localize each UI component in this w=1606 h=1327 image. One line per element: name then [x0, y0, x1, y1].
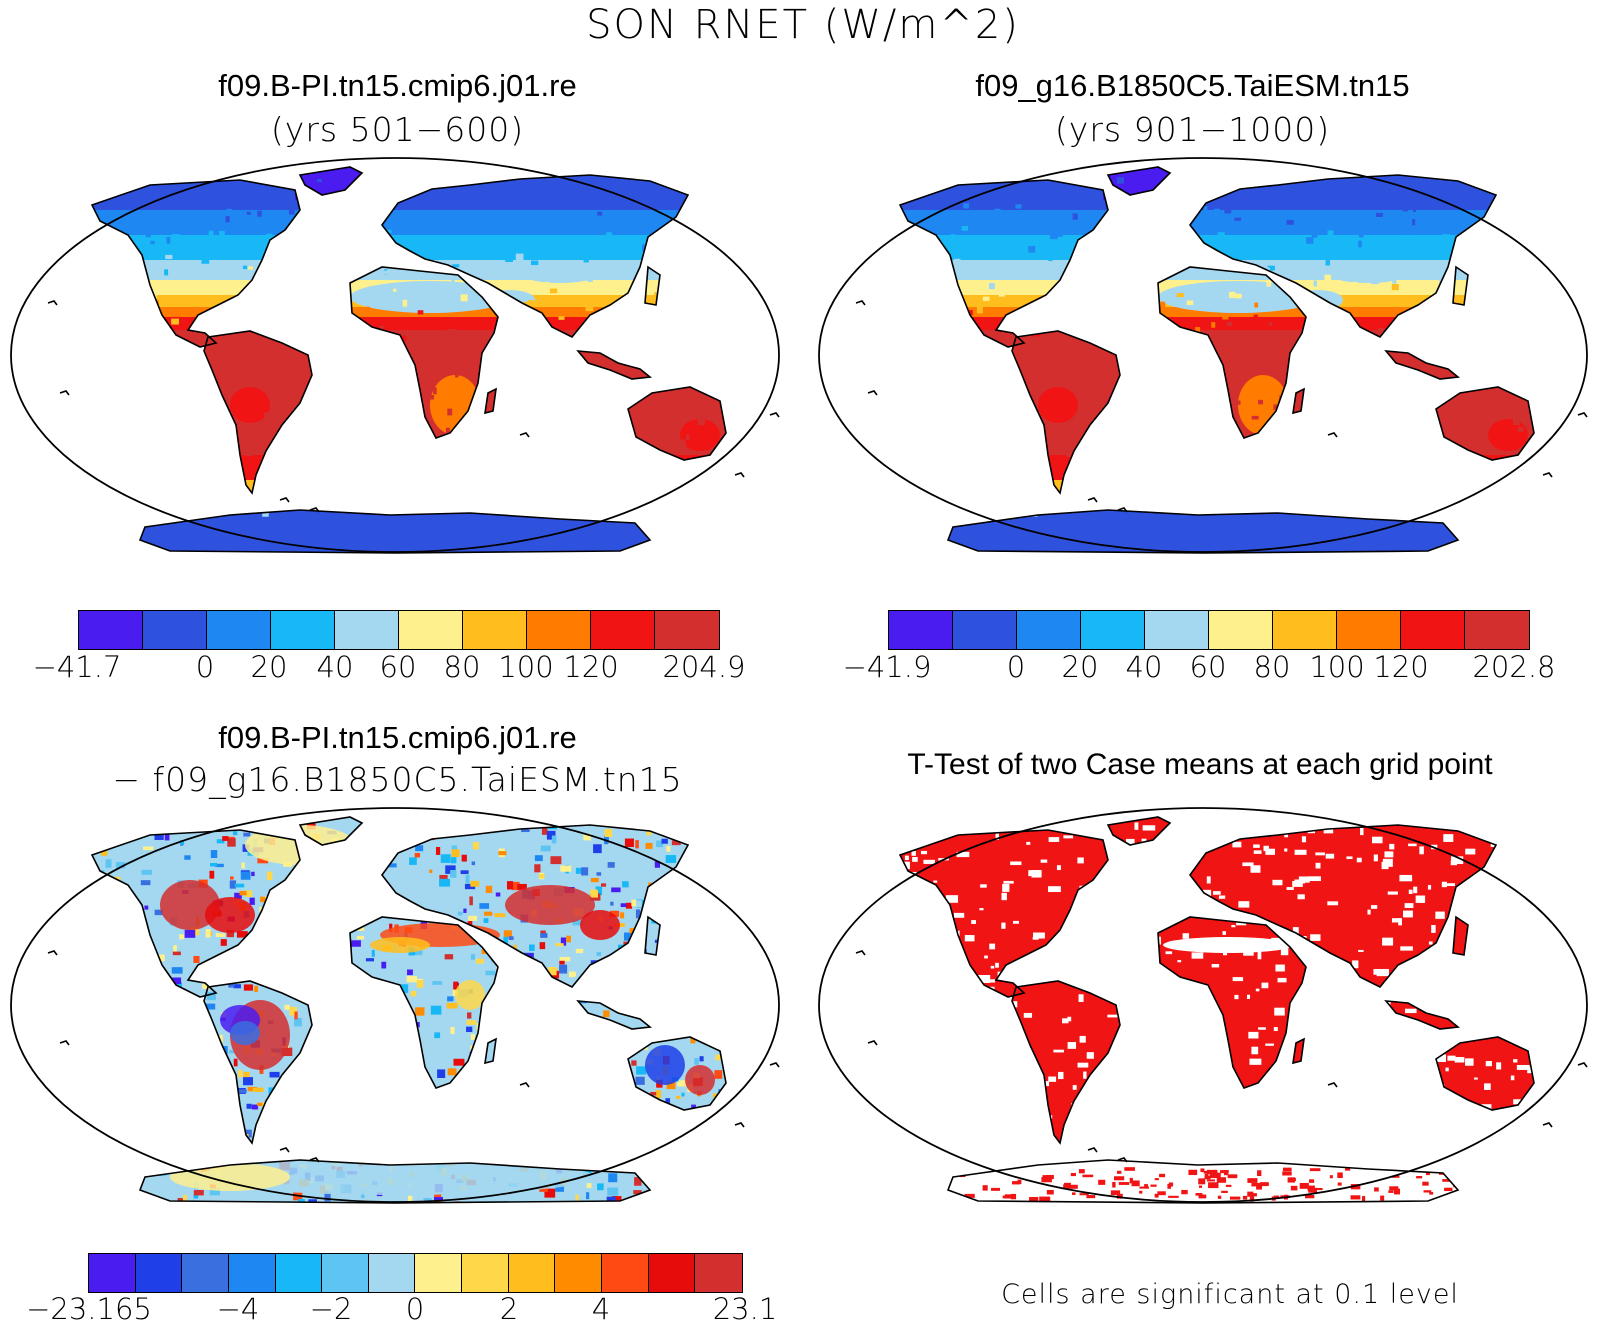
colorbar-swatch — [462, 1254, 509, 1292]
colorbar-tick-label: −2 — [309, 1292, 353, 1326]
panel1-title: f09.B-PI.tn15.cmip6.j01.re — [218, 68, 577, 103]
panel3-colorbar — [88, 1253, 743, 1293]
colorbar-swatch — [368, 1254, 416, 1292]
colorbar-swatch — [143, 611, 207, 649]
colorbar-tick-label: 120 — [1373, 650, 1429, 684]
colorbar-tick-label: 23.1 — [712, 1292, 778, 1326]
panel3-map — [10, 807, 780, 1204]
colorbar-swatch — [322, 1254, 369, 1292]
colorbar-swatch — [415, 1254, 463, 1292]
colorbar-swatch — [1209, 611, 1273, 649]
colorbar-swatch — [602, 1254, 649, 1292]
colorbar-swatch — [555, 1254, 603, 1292]
colorbar-tick-label: 120 — [563, 650, 619, 684]
colorbar-tick-label: 0 — [405, 1292, 425, 1326]
colorbar-tick-label: 4 — [591, 1292, 611, 1326]
panel4-map — [818, 807, 1588, 1204]
colorbar-tick-label: 204.9 — [662, 650, 746, 684]
colorbar-swatch — [182, 1254, 229, 1292]
colorbar-tick-label: 20 — [1061, 650, 1099, 684]
colorbar-swatch — [271, 611, 335, 649]
colorbar-swatch — [695, 1254, 742, 1292]
colorbar-swatch — [648, 1254, 696, 1292]
panel3-subtitle: − f09_g16.B1850C5.TaiESM.tn15 — [112, 760, 683, 799]
colorbar-tick-label: 40 — [316, 650, 354, 684]
figure-title: SON RNET (W/m^2) — [586, 2, 1020, 48]
colorbar-swatch — [1465, 611, 1529, 649]
colorbar-tick-label: 2 — [499, 1292, 519, 1326]
panel1-map — [10, 157, 780, 554]
panel4-note: Cells are significant at 0.1 level — [1001, 1279, 1459, 1310]
colorbar-swatch — [89, 1254, 136, 1292]
colorbar-swatch — [228, 1254, 276, 1292]
colorbar-swatch — [207, 611, 271, 649]
colorbar-swatch — [135, 1254, 183, 1292]
colorbar-swatch — [889, 611, 953, 649]
colorbar-tick-label: 0 — [1006, 650, 1026, 684]
colorbar-swatch — [275, 1254, 323, 1292]
colorbar-tick-label: 100 — [498, 650, 554, 684]
panel2-title: f09_g16.B1850C5.TaiESM.tn15 — [975, 68, 1410, 103]
colorbar-tick-label: 80 — [443, 650, 481, 684]
colorbar-swatch — [1017, 611, 1081, 649]
panel2-subtitle: (yrs 901−1000) — [1054, 110, 1331, 149]
colorbar-swatch — [655, 611, 719, 649]
panel1-colorbar — [78, 610, 720, 650]
colorbar-tick-label: 60 — [1189, 650, 1227, 684]
colorbar-swatch — [1273, 611, 1337, 649]
panel4-title: T-Test of two Case means at each grid po… — [907, 748, 1493, 781]
colorbar-tick-label: 100 — [1309, 650, 1365, 684]
colorbar-tick-label: 202.8 — [1472, 650, 1556, 684]
colorbar-tick-label: 80 — [1253, 650, 1291, 684]
colorbar-swatch — [335, 611, 399, 649]
colorbar-tick-label: 20 — [250, 650, 288, 684]
colorbar-swatch — [463, 611, 527, 649]
colorbar-swatch — [399, 611, 463, 649]
panel1-subtitle: (yrs 501−600) — [270, 110, 525, 149]
colorbar-swatch — [527, 611, 591, 649]
colorbar-swatch — [953, 611, 1017, 649]
colorbar-tick-label: −41.9 — [842, 650, 932, 684]
colorbar-swatch — [79, 611, 143, 649]
colorbar-tick-label: 60 — [379, 650, 417, 684]
panel2-map — [818, 157, 1588, 554]
colorbar-tick-label: 40 — [1125, 650, 1163, 684]
panel3-title: f09.B-PI.tn15.cmip6.j01.re — [218, 720, 577, 755]
colorbar-tick-label: −4 — [216, 1292, 260, 1326]
colorbar-tick-label: −41.7 — [32, 650, 122, 684]
colorbar-swatch — [591, 611, 655, 649]
colorbar-swatch — [1337, 611, 1401, 649]
colorbar-tick-label: −23.165 — [26, 1292, 152, 1326]
panel2-colorbar — [888, 610, 1530, 650]
colorbar-swatch — [1401, 611, 1465, 649]
colorbar-swatch — [1081, 611, 1145, 649]
colorbar-swatch — [1145, 611, 1209, 649]
colorbar-swatch — [508, 1254, 556, 1292]
colorbar-tick-label: 0 — [195, 650, 215, 684]
